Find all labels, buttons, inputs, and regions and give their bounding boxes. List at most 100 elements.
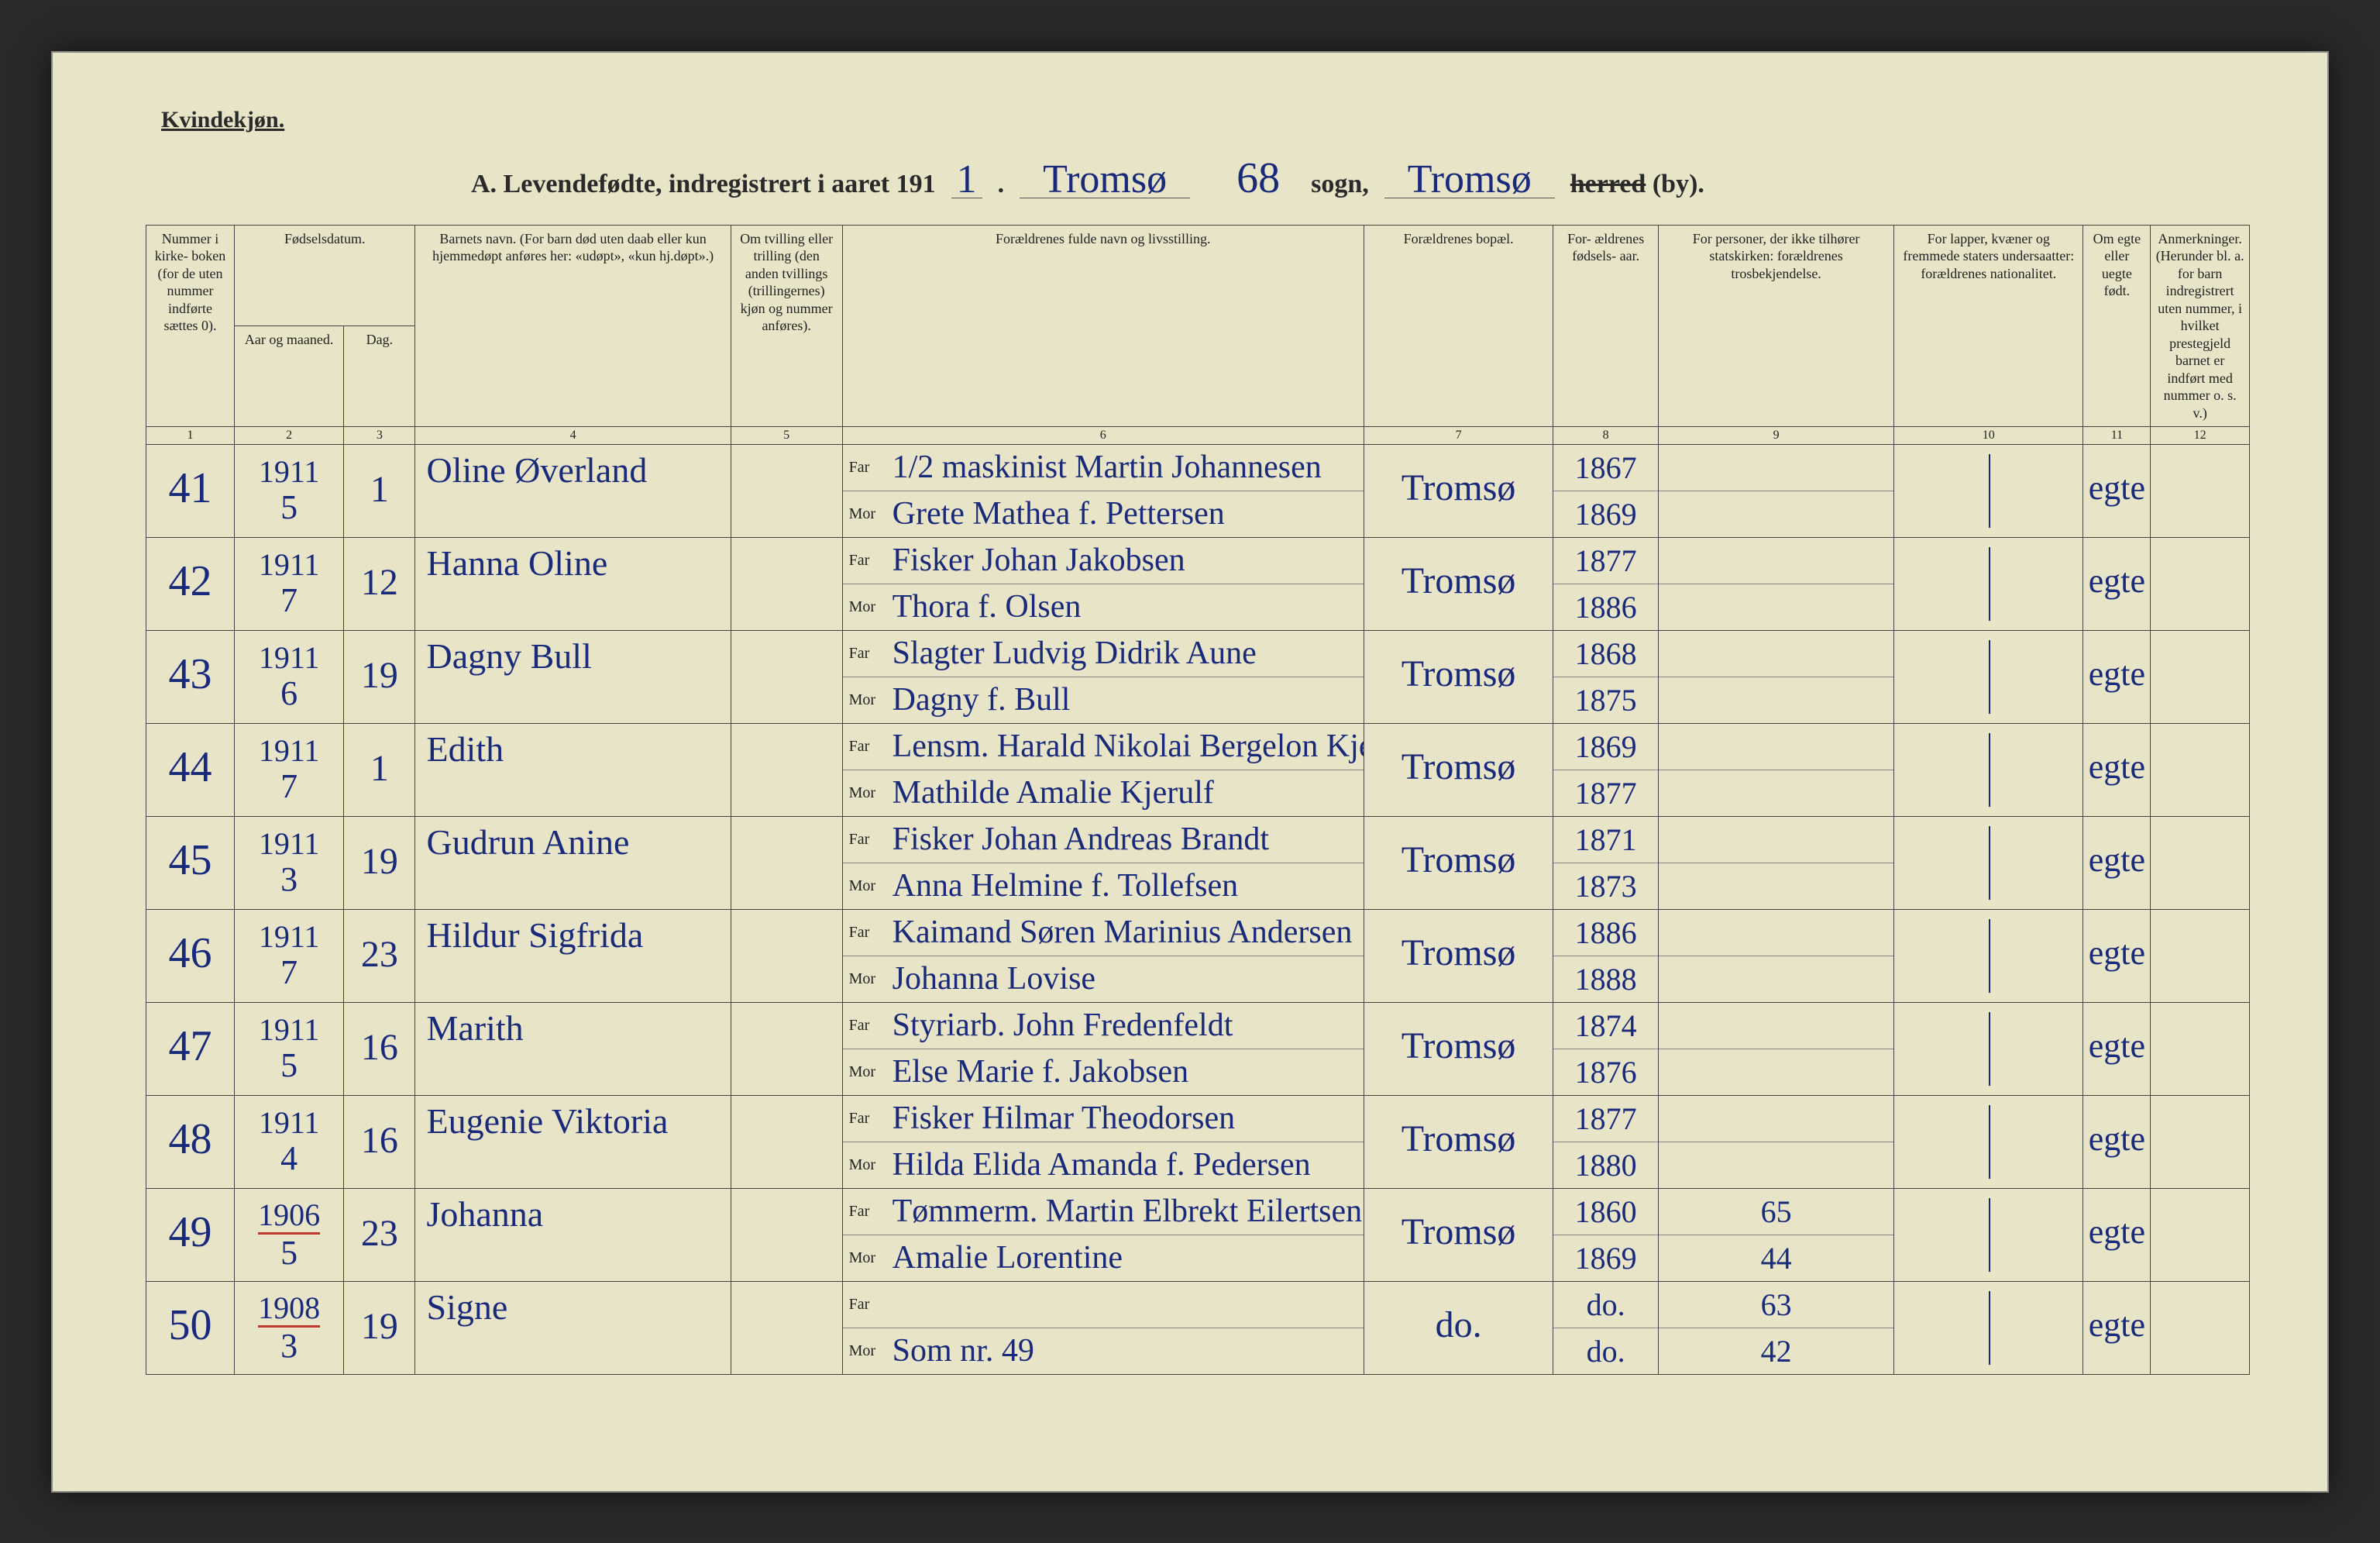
title-dot: . xyxy=(998,170,1005,199)
mother-birth-year: 1869 xyxy=(1553,491,1658,537)
residence: Tromsø xyxy=(1364,631,1553,695)
parent-birth-years: 1868 1875 xyxy=(1553,631,1658,723)
page-number: 68 xyxy=(1236,153,1280,203)
birth-year-month: 1911 3 xyxy=(235,817,343,909)
faith-far xyxy=(1659,1096,1893,1142)
nationality-cell xyxy=(1894,631,2082,723)
child-name: Eugenie Viktoria xyxy=(415,1096,730,1148)
vertical-mark-icon xyxy=(1989,1012,1990,1086)
table-row: 48 1911 4 16Eugenie Viktoria Far Fisker … xyxy=(146,1096,2250,1189)
mor-label: Mor xyxy=(843,1156,886,1174)
twin-cell xyxy=(731,910,842,1003)
faith-far xyxy=(1659,631,1893,677)
faith-cell xyxy=(1659,1096,1893,1188)
birth-year-month: 1911 5 xyxy=(235,1003,343,1095)
faith-cell xyxy=(1659,631,1893,723)
residence: Tromsø xyxy=(1364,910,1553,974)
father-birth-year: 1867 xyxy=(1553,445,1658,491)
colnum-10: 10 xyxy=(1894,427,2083,445)
herred-struck: herred xyxy=(1570,170,1646,198)
parents-cell: Far Lensm. Harald Nikolai Bergelon Kjeld… xyxy=(843,724,1364,816)
faith-far xyxy=(1659,1003,1893,1049)
mor-label: Mor xyxy=(843,1063,886,1081)
mother-name: Mathilde Amalie Kjerulf xyxy=(886,774,1364,811)
mother-name: Hilda Elida Amanda f. Pedersen xyxy=(886,1146,1364,1183)
father-birth-year: 1860 xyxy=(1553,1189,1658,1235)
legitimacy: egte xyxy=(2083,1282,2150,1345)
father-birth-year: 1871 xyxy=(1553,817,1658,863)
legitimacy: egte xyxy=(2083,817,2150,880)
father-birth-year: 1886 xyxy=(1553,910,1658,956)
father-birth-year: 1868 xyxy=(1553,631,1658,677)
col-6-header: Forældrenes fulde navn og livsstilling. xyxy=(842,225,1364,427)
nationality-cell xyxy=(1894,1189,2082,1281)
colnum-3: 3 xyxy=(344,427,415,445)
birth-year-month: 1906 5 xyxy=(235,1189,343,1281)
birth-day: 23 xyxy=(344,1189,414,1255)
mor-label: Mor xyxy=(843,784,886,802)
row-number: 42 xyxy=(146,538,234,606)
father-name: Fisker Johan Andreas Brandt xyxy=(886,821,1364,858)
parent-birth-years: 1869 1877 xyxy=(1553,724,1658,816)
birth-day: 1 xyxy=(344,445,414,511)
child-name: Gudrun Anine xyxy=(415,817,730,869)
father-name: Fisker Johan Jakobsen xyxy=(886,542,1364,579)
birth-year: 1908 xyxy=(258,1291,320,1328)
residence: do. xyxy=(1364,1282,1553,1346)
faith-far: 65 xyxy=(1659,1189,1893,1235)
birth-year-month: 1911 7 xyxy=(235,724,343,816)
col-11-header: Om egte eller uegte født. xyxy=(2083,225,2151,427)
mother-name: Amalie Lorentine xyxy=(886,1239,1364,1276)
faith-mor: 44 xyxy=(1659,1235,1893,1281)
faith-cell xyxy=(1659,538,1893,630)
residence: Tromsø xyxy=(1364,445,1553,509)
residence: Tromsø xyxy=(1364,1096,1553,1160)
title-year-hand: 1 xyxy=(951,162,982,199)
father-name: Lensm. Harald Nikolai Bergelon Kjeldsen xyxy=(886,728,1364,765)
birth-month: 6 xyxy=(280,675,298,712)
birth-month: 7 xyxy=(280,582,298,619)
birth-month: 3 xyxy=(280,1328,298,1365)
faith-mor: 42 xyxy=(1659,1328,1893,1374)
title-prefix: A. Levendefødte, indregistrert i aaret 1… xyxy=(471,170,936,199)
col-9-header: For personer, der ikke tilhører statskir… xyxy=(1659,225,1894,427)
parents-cell: Far Mor Som nr. 49 xyxy=(843,1282,1364,1374)
faith-far xyxy=(1659,817,1893,863)
colnum-7: 7 xyxy=(1364,427,1553,445)
row-number: 43 xyxy=(146,631,234,699)
row-number: 48 xyxy=(146,1096,234,1164)
far-label: Far xyxy=(843,1110,886,1128)
row-number: 45 xyxy=(146,817,234,885)
faith-mor xyxy=(1659,1049,1893,1095)
col-2-group-header: Fødselsdatum. xyxy=(235,225,415,325)
mother-birth-year: 1869 xyxy=(1553,1235,1658,1281)
twin-cell xyxy=(731,445,842,538)
father-birth-year: 1874 xyxy=(1553,1003,1658,1049)
birth-month: 4 xyxy=(280,1140,298,1177)
birth-year: 1906 xyxy=(258,1198,320,1235)
legitimacy: egte xyxy=(2083,724,2150,787)
mother-name: Anna Helmine f. Tollefsen xyxy=(886,867,1364,904)
row-number: 47 xyxy=(146,1003,234,1071)
mor-label: Mor xyxy=(843,505,886,523)
birth-year: 1911 xyxy=(259,641,320,675)
herred-by: (by). xyxy=(1653,170,1704,198)
far-label: Far xyxy=(843,831,886,849)
nationality-cell xyxy=(1894,910,2082,1002)
remarks-cell xyxy=(2151,1003,2250,1096)
father-birth-year: 1877 xyxy=(1553,1096,1658,1142)
remarks-cell xyxy=(2151,445,2250,538)
far-label: Far xyxy=(843,924,886,942)
vertical-mark-icon xyxy=(1989,640,1990,714)
legitimacy: egte xyxy=(2083,1189,2150,1252)
row-number: 46 xyxy=(146,910,234,978)
birth-year: 1911 xyxy=(259,827,320,861)
col-10-header: For lapper, kvæner og fremmede staters u… xyxy=(1894,225,2083,427)
birth-year-month: 1911 5 xyxy=(235,445,343,537)
table-row: 42 1911 7 12Hanna Oline Far Fisker Johan… xyxy=(146,538,2250,631)
child-name: Johanna xyxy=(415,1189,730,1241)
residence: Tromsø xyxy=(1364,538,1553,602)
remarks-cell xyxy=(2151,724,2250,817)
faith-mor xyxy=(1659,584,1893,630)
twin-cell xyxy=(731,631,842,724)
